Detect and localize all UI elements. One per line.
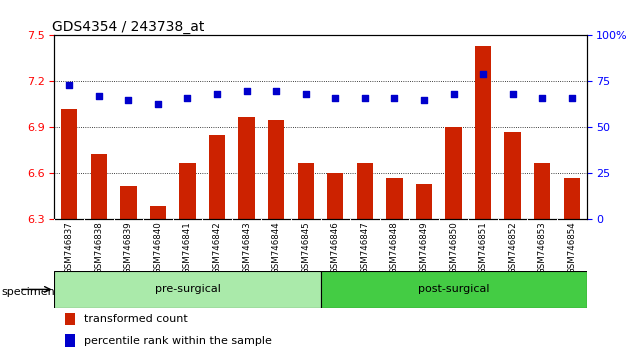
Bar xyxy=(61,109,78,219)
Point xyxy=(448,91,458,97)
Text: GSM746851: GSM746851 xyxy=(479,221,488,274)
Point xyxy=(508,91,518,97)
Text: GSM746837: GSM746837 xyxy=(65,221,74,274)
Text: GSM746842: GSM746842 xyxy=(213,221,222,274)
Point xyxy=(360,95,370,101)
Point xyxy=(537,95,547,101)
Bar xyxy=(534,163,551,219)
Point xyxy=(419,97,429,103)
Bar xyxy=(475,46,491,219)
Text: GSM746840: GSM746840 xyxy=(153,221,162,274)
Bar xyxy=(387,178,403,219)
Text: GSM746848: GSM746848 xyxy=(390,221,399,274)
Text: post-surgical: post-surgical xyxy=(418,284,489,295)
Point xyxy=(94,93,104,99)
Text: GSM746845: GSM746845 xyxy=(301,221,310,274)
Point xyxy=(123,97,133,103)
Text: GSM746847: GSM746847 xyxy=(360,221,369,274)
Point xyxy=(330,95,340,101)
Text: percentile rank within the sample: percentile rank within the sample xyxy=(84,336,272,346)
Bar xyxy=(268,120,285,219)
Bar xyxy=(327,173,344,219)
Bar xyxy=(150,206,166,219)
Point xyxy=(183,95,193,101)
Bar xyxy=(297,163,314,219)
Text: GSM746838: GSM746838 xyxy=(94,221,103,274)
Text: GSM746843: GSM746843 xyxy=(242,221,251,274)
Point xyxy=(242,88,252,93)
Bar xyxy=(416,184,432,219)
Bar xyxy=(209,135,225,219)
Point xyxy=(478,71,488,77)
Bar xyxy=(65,334,75,347)
Text: GDS4354 / 243738_at: GDS4354 / 243738_at xyxy=(52,21,204,34)
Point xyxy=(301,91,311,97)
Text: GSM746841: GSM746841 xyxy=(183,221,192,274)
Point xyxy=(153,101,163,106)
Text: GSM746854: GSM746854 xyxy=(567,221,576,274)
Text: GSM746849: GSM746849 xyxy=(419,221,428,274)
Text: specimen: specimen xyxy=(1,287,55,297)
Bar xyxy=(65,313,75,325)
Text: pre-surgical: pre-surgical xyxy=(154,284,221,295)
Text: transformed count: transformed count xyxy=(84,314,188,324)
Bar xyxy=(445,127,462,219)
Text: GSM746850: GSM746850 xyxy=(449,221,458,274)
Text: GSM746839: GSM746839 xyxy=(124,221,133,274)
Bar xyxy=(90,154,107,219)
Point xyxy=(389,95,399,101)
Point xyxy=(271,88,281,93)
Bar xyxy=(320,271,587,308)
Bar xyxy=(504,132,520,219)
Text: GSM746852: GSM746852 xyxy=(508,221,517,274)
Bar xyxy=(563,178,580,219)
Bar xyxy=(238,117,254,219)
Bar xyxy=(356,163,373,219)
Text: GSM746846: GSM746846 xyxy=(331,221,340,274)
Bar xyxy=(54,271,320,308)
Point xyxy=(567,95,577,101)
Bar xyxy=(179,163,196,219)
Bar xyxy=(121,186,137,219)
Point xyxy=(64,82,74,88)
Text: GSM746853: GSM746853 xyxy=(538,221,547,274)
Point xyxy=(212,91,222,97)
Text: GSM746844: GSM746844 xyxy=(272,221,281,274)
